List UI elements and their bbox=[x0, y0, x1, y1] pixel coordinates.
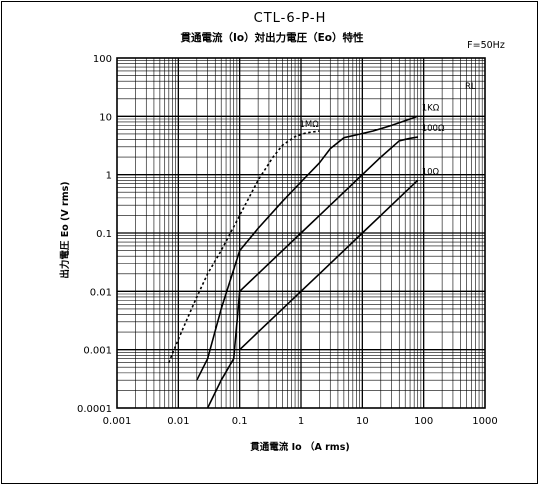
series-line bbox=[168, 130, 320, 363]
tick-labels: 0.001 0.01 0.1 1 10 100 1000 100 10 1 0.1 0.01 0.001… bbox=[77, 54, 498, 427]
x-tick-label: 0.001 bbox=[103, 416, 132, 427]
series-label: 100Ω bbox=[422, 124, 445, 134]
chart-title: CTL-6-P-H bbox=[254, 11, 327, 26]
y-tick-label: 1 bbox=[106, 171, 112, 182]
legend-title: RL bbox=[465, 82, 476, 92]
plot-border bbox=[116, 57, 486, 409]
chart-subtitle: 貫通電流（Io）対出力電圧（Eo）特性 bbox=[179, 31, 364, 44]
series-labels: 1MΩ 1KΩ 100Ω 10Ω bbox=[299, 103, 444, 177]
y-tick-label: 0.01 bbox=[90, 287, 112, 298]
x-tick-label: 10 bbox=[356, 416, 369, 427]
series-label: 1KΩ bbox=[422, 103, 440, 113]
series-label: 1MΩ bbox=[299, 120, 319, 130]
y-tick-label: 0.0001 bbox=[77, 404, 112, 415]
x-tick-label: 0.1 bbox=[232, 416, 248, 427]
grid bbox=[117, 58, 485, 408]
x-tick-label: 1 bbox=[298, 416, 304, 427]
frequency-label: F=50Hz bbox=[467, 40, 505, 51]
series-line bbox=[196, 115, 418, 381]
x-tick-label: 0.01 bbox=[167, 416, 189, 427]
x-axis-label: 貫通電流 Io （A rms) bbox=[250, 441, 349, 453]
series-line bbox=[206, 136, 418, 409]
y-tick-label: 10 bbox=[99, 112, 112, 123]
x-tick-label: 1000 bbox=[472, 416, 497, 427]
series-line bbox=[239, 179, 419, 351]
y-tick-label: 0.001 bbox=[83, 346, 112, 357]
series-label: 10Ω bbox=[422, 167, 440, 177]
series-lines bbox=[168, 115, 419, 409]
x-tick-label: 100 bbox=[414, 416, 433, 427]
y-tick-label: 100 bbox=[93, 54, 112, 65]
y-axis-label: 出力電圧 Eo (V rms) bbox=[59, 181, 71, 278]
y-tick-label: 0.1 bbox=[96, 229, 112, 240]
